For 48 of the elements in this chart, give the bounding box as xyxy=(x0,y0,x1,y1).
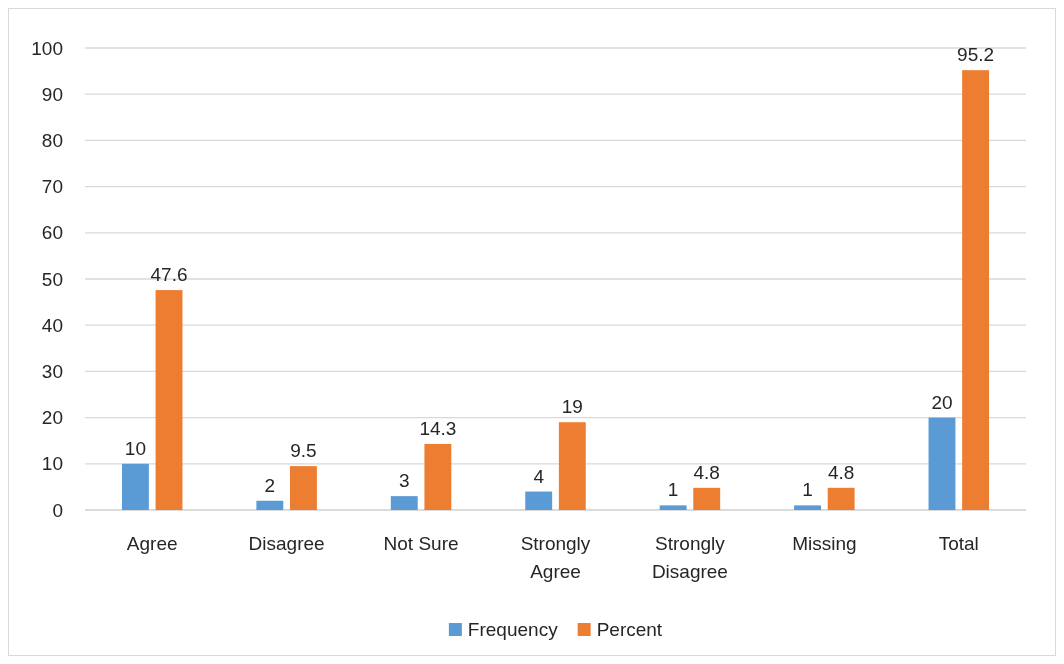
bar xyxy=(928,417,956,510)
y-tick-label: 0 xyxy=(52,499,63,521)
y-tick-label: 40 xyxy=(41,314,63,336)
bar xyxy=(962,70,990,510)
x-tick-label: Strongly Disagree xyxy=(651,533,728,582)
bar xyxy=(659,505,687,510)
y-tick-label: 30 xyxy=(41,360,63,382)
data-label: 95.2 xyxy=(957,44,995,66)
data-label: 2 xyxy=(264,474,276,496)
bar xyxy=(558,422,586,510)
y-tick-label: 70 xyxy=(41,176,63,198)
y-tick-label: 50 xyxy=(41,268,63,290)
x-tick-label: Strongly Agree xyxy=(520,533,591,582)
data-label: 14.3 xyxy=(419,417,457,439)
x-tick-label: Total xyxy=(938,533,979,554)
x-tick-label: Agree xyxy=(126,533,178,554)
data-label: 4 xyxy=(533,465,545,487)
y-tick-label: 20 xyxy=(41,407,63,429)
y-tick-label: 80 xyxy=(41,129,63,151)
data-label: 20 xyxy=(931,391,953,413)
bar xyxy=(290,466,317,510)
bar xyxy=(121,463,149,510)
data-label: 1 xyxy=(667,479,679,501)
data-label: 4.8 xyxy=(827,461,855,483)
bar xyxy=(827,487,855,510)
bar xyxy=(256,500,284,510)
y-tick-label: 10 xyxy=(41,453,63,475)
legend-label: Percent xyxy=(596,619,663,640)
y-tick-label: 90 xyxy=(41,83,63,105)
data-label: 4.8 xyxy=(693,461,720,483)
data-label: 47.6 xyxy=(150,264,188,286)
x-tick-label: Disagree xyxy=(248,533,325,554)
x-tick-label: Not Sure xyxy=(383,533,459,554)
bar xyxy=(390,496,418,510)
bar xyxy=(155,290,183,510)
x-tick-label: Missing xyxy=(792,533,857,554)
bar xyxy=(525,491,553,510)
data-label: 19 xyxy=(561,396,583,418)
y-tick-label: 60 xyxy=(41,222,63,244)
bar xyxy=(424,443,452,510)
data-label: 9.5 xyxy=(290,440,317,462)
data-label: 1 xyxy=(802,479,813,501)
data-label: 10 xyxy=(124,437,146,459)
bar xyxy=(693,487,721,510)
bar xyxy=(794,505,821,510)
y-tick-label: 100 xyxy=(31,37,63,59)
legend-label: Frequency xyxy=(467,619,559,640)
data-label: 3 xyxy=(398,470,410,492)
